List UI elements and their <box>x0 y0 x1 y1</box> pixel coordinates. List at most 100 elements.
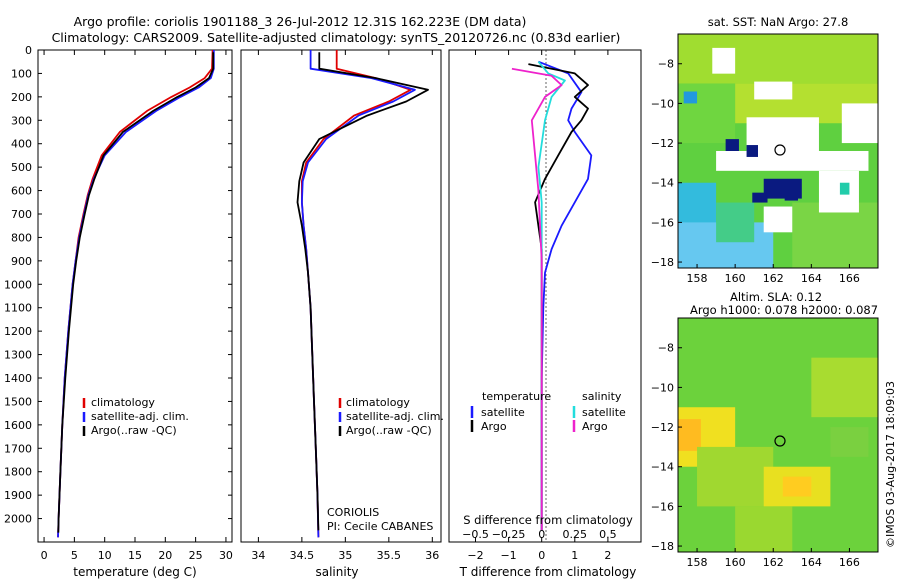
s-diff-tick-label: −0.5 <box>462 528 489 541</box>
t-difference-label: T difference from climatology <box>459 565 637 579</box>
temperature-series-3 <box>57 52 215 533</box>
legend-s-satellite: satellite <box>582 406 626 419</box>
salinity-series <box>296 50 429 538</box>
temperature-x-tick-label: 10 <box>98 549 112 562</box>
sst-map-field <box>678 34 878 268</box>
institution-label: CORIOLIS <box>327 506 379 519</box>
difference-x-tick-label: −1 <box>500 549 516 562</box>
depth-tick-label: 1200 <box>4 325 32 338</box>
depth-tick-label: 1500 <box>4 395 32 408</box>
legend-climatology: climatology <box>91 396 155 409</box>
temperature-series <box>57 49 215 538</box>
map-cell <box>697 446 774 507</box>
map-lat-label: −12 <box>651 137 674 150</box>
sla-map-subtitle: Argo h1000: 0.078 h2000: 0.087 <box>690 303 878 317</box>
difference-x-tick-label: −2 <box>467 549 483 562</box>
map-lon-label: 158 <box>687 556 708 569</box>
salinity-x-tick-label: 35.5 <box>377 549 402 562</box>
depth-tick-label: 200 <box>11 91 32 104</box>
temperature-panel: 0 5 10 15 20 25 30 010020030040050060070080090… <box>4 44 641 579</box>
depth-tick-label: 0 <box>25 44 32 57</box>
map-lat-label: −18 <box>651 256 674 269</box>
temperature-x-tick-label: 25 <box>189 549 203 562</box>
difference-x-tick-label: 0 <box>538 549 545 562</box>
sst-map-title: sat. SST: NaN Argo: 27.8 <box>708 15 849 29</box>
depth-tick-label: 1800 <box>4 466 32 479</box>
map-lat-label: −8 <box>658 342 674 355</box>
difference-series <box>511 60 593 531</box>
figure-title-line2: Climatology: CARS2009. Satellite-adjuste… <box>52 30 621 45</box>
sla-map-title: Altim. SLA: 0.12 <box>730 290 822 304</box>
temperature-x-tick-label: 30 <box>219 549 233 562</box>
map-cell <box>818 170 859 213</box>
sla-map-panel: Altim. SLA: 0.12 Argo h1000: 0.078 h2000… <box>651 290 879 569</box>
salinity-panel: 34 34.5 35 35.5 36 salinity climatology sate… <box>240 49 444 579</box>
map-cell <box>716 202 755 243</box>
salinity-plot-frame <box>240 49 442 543</box>
difference-series-4 <box>511 67 563 531</box>
legend-temperature-heading: temperature <box>482 390 551 403</box>
temperature-plot-frame <box>37 49 233 543</box>
map-cell <box>752 192 768 203</box>
s-difference-label: S difference from climatology <box>463 513 633 527</box>
legend-satellite: satellite-adj. clim. <box>346 410 444 423</box>
sst-map-frame <box>677 33 879 269</box>
map-cell <box>678 34 878 84</box>
salinity-x-tick-label: 34.5 <box>290 549 315 562</box>
depth-tick-label: 1700 <box>4 442 32 455</box>
map-lat-label: −16 <box>651 500 674 513</box>
temperature-x-tick-label: 0 <box>41 549 48 562</box>
temperature-x-label: temperature (deg C) <box>73 565 196 579</box>
salinity-x-tick-label: 36 <box>425 549 439 562</box>
temperature-x-tick-label: 5 <box>71 549 78 562</box>
depth-tick-label: 1300 <box>4 349 32 362</box>
depth-tick-label: 700 <box>11 208 32 221</box>
figure-title-line1: Argo profile: coriolis 1901188_3 26-Jul-… <box>74 14 527 29</box>
map-cell <box>782 476 812 497</box>
map-cell <box>754 81 793 100</box>
salinity-series-3 <box>296 52 429 531</box>
sla-map-ticks: 158 160 162 164 166 −8 −10 −12 −14 −16 −18 <box>651 342 860 569</box>
map-lon-label: 158 <box>687 272 708 285</box>
sla-map-field <box>678 318 878 552</box>
float-position-marker <box>774 144 786 156</box>
temperature-legend: climatology satellite-adj. clim. Argo(..… <box>82 396 189 437</box>
map-cell <box>735 506 793 552</box>
map-lon-label: 164 <box>801 272 822 285</box>
temperature-x-tick-label: 15 <box>128 549 142 562</box>
depth-tick-label: 2000 <box>4 513 32 526</box>
map-lon-label: 162 <box>763 272 784 285</box>
s-diff-tick-label: 0.25 <box>563 528 588 541</box>
map-lon-label: 166 <box>839 272 860 285</box>
map-lat-label: −18 <box>651 540 674 553</box>
depth-tick-label: 1400 <box>4 372 32 385</box>
legend-salinity-heading: salinity <box>582 390 622 403</box>
map-lon-label: 160 <box>725 272 746 285</box>
map-lat-label: −10 <box>651 381 674 394</box>
difference-plot-frame <box>448 49 642 543</box>
map-cell <box>683 91 698 104</box>
map-cell <box>830 427 869 457</box>
map-cell <box>841 103 878 144</box>
difference-panel: −2 −1 0 1 2 −0.5 −0.25 0 0.25 0.5 S difference f… <box>448 49 642 579</box>
sst-map-ticks: 158 160 162 164 166 −8 −10 −12 −14 −16 −18 <box>651 58 860 285</box>
map-lat-label: −14 <box>651 177 674 190</box>
map-cell <box>725 139 739 151</box>
map-cell <box>746 145 758 157</box>
map-lon-label: 162 <box>763 556 784 569</box>
depth-tick-label: 1100 <box>4 302 32 315</box>
depth-tick-label: 1600 <box>4 419 32 432</box>
pi-label: PI: Cecile CABANES <box>327 520 433 533</box>
map-lat-label: −16 <box>651 216 674 229</box>
depth-tick-label: 1000 <box>4 278 32 291</box>
imos-watermark: ©IMOS 03-Aug-2017 18:09:03 <box>884 381 897 548</box>
map-lon-label: 166 <box>839 556 860 569</box>
map-cell <box>839 182 850 195</box>
depth-tick-label: 1900 <box>4 489 32 502</box>
legend-satellite: satellite-adj. clim. <box>91 410 189 423</box>
salinity-x-tick-label: 35 <box>338 549 352 562</box>
map-cell <box>784 186 798 201</box>
salinity-legend: climatology satellite-adj. clim. Argo(..… <box>338 396 444 437</box>
map-lon-label: 164 <box>801 556 822 569</box>
